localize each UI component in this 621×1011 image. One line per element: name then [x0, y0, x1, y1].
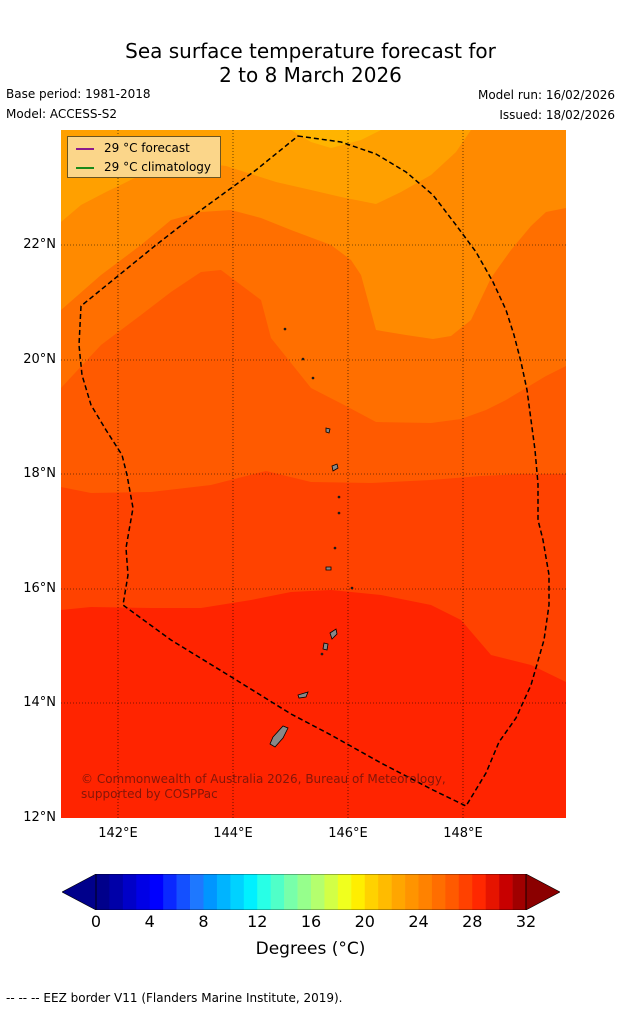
forecast-line-swatch [76, 147, 94, 150]
lon-label-142e: 142°E [98, 826, 138, 841]
colorbar-tick-label: 4 [144, 912, 155, 931]
colorbar-cell [122, 874, 137, 910]
lat-label-14n: 14°N [23, 695, 56, 710]
lat-label-18n: 18°N [23, 466, 56, 481]
lon-label-148e: 148°E [443, 826, 483, 841]
sst-map [61, 130, 566, 818]
colorbar-cell [216, 874, 231, 910]
colorbar-cell [284, 874, 298, 910]
colorbar-cell [378, 874, 392, 910]
colorbar-cell [391, 874, 406, 910]
colorbar-cell [324, 874, 339, 910]
colorbar-tick-label: 28 [462, 912, 483, 931]
copyright-notice: © Commonwealth of Australia 2026, Bureau… [81, 772, 446, 801]
colorbar-tick-label: 16 [300, 912, 322, 931]
graticule [61, 130, 566, 818]
colorbar [62, 874, 560, 910]
colorbar-cell [364, 874, 379, 910]
lat-label-12n: 12°N [23, 810, 56, 825]
issued-date: Issued: 18/02/2026 [499, 108, 615, 122]
colorbar-cell [270, 874, 285, 910]
colorbar-cell [109, 874, 124, 910]
lat-label-16n: 16°N [23, 581, 56, 596]
islands [269, 327, 354, 748]
colorbar-tick-label: 24 [408, 912, 429, 931]
colorbar-tick-label: 20 [354, 912, 375, 931]
lon-label-146e: 146°E [328, 826, 368, 841]
colorbar-cell [149, 874, 164, 910]
title-line-1: Sea surface temperature forecast for [125, 39, 496, 63]
colorbar-cell [499, 874, 513, 910]
colorbar-cell [418, 874, 433, 910]
colorbar-over-arrow [525, 874, 560, 910]
colorbar-under-arrow [62, 874, 97, 910]
band-23 [291, 130, 381, 148]
colorbar-cell [243, 874, 258, 910]
title-line-2: 2 to 8 March 2026 [219, 63, 402, 87]
climatology-line-swatch [76, 166, 94, 169]
colorbar-cell [512, 874, 527, 910]
colorbar-cell [311, 874, 325, 910]
legend-climatology: 29 °C climatology [76, 159, 211, 175]
legend-forecast: 29 °C forecast [76, 140, 190, 156]
colorbar-cell [485, 874, 500, 910]
contour-legend: 29 °C forecast 29 °C climatology [67, 136, 221, 178]
colorbar-cell [405, 874, 419, 910]
eez-border [78, 135, 550, 807]
lat-label-22n: 22°N [23, 237, 56, 252]
colorbar-cell [297, 874, 312, 910]
lon-label-144e: 144°E [213, 826, 253, 841]
colorbar-cell [203, 874, 218, 910]
colorbar-cell [163, 874, 177, 910]
colorbar-cell [136, 874, 151, 910]
colorbar-cell [257, 874, 271, 910]
colorbar-cell [445, 874, 460, 910]
colorbar-outline [95, 874, 527, 910]
base-period: Base period: 1981-2018 [6, 87, 151, 101]
legend-climatology-label: 29 °C climatology [104, 160, 212, 174]
colorbar-cell [96, 874, 110, 910]
colorbar-tick-label: 32 [515, 912, 537, 931]
colorbar-tick-label: 12 [247, 912, 268, 931]
colorbar-cell [176, 874, 191, 910]
colorbar-cell [337, 874, 352, 910]
colorbar-cells [96, 874, 527, 910]
colorbar-cell [472, 874, 486, 910]
sst-map-svg [61, 130, 566, 818]
colorbar-cell [351, 874, 366, 910]
eez-footer-note: -- -- -- EEZ border V11 (Flanders Marine… [6, 991, 343, 1005]
legend-forecast-label: 29 °C forecast [104, 141, 190, 155]
colorbar-label: Degrees (°C) [255, 939, 366, 959]
colorbar-cell [190, 874, 204, 910]
colorbar-tick-label: 8 [198, 912, 209, 931]
lat-label-20n: 20°N [23, 352, 56, 367]
band-25 [61, 130, 566, 339]
model-name: Model: ACCESS-S2 [6, 107, 118, 121]
colorbar-cell [431, 874, 446, 910]
colorbar-cell [458, 874, 473, 910]
colorbar-tick-label: 0 [90, 912, 102, 931]
model-run: Model run: 16/02/2026 [477, 88, 615, 102]
colorbar-cell [230, 874, 245, 910]
